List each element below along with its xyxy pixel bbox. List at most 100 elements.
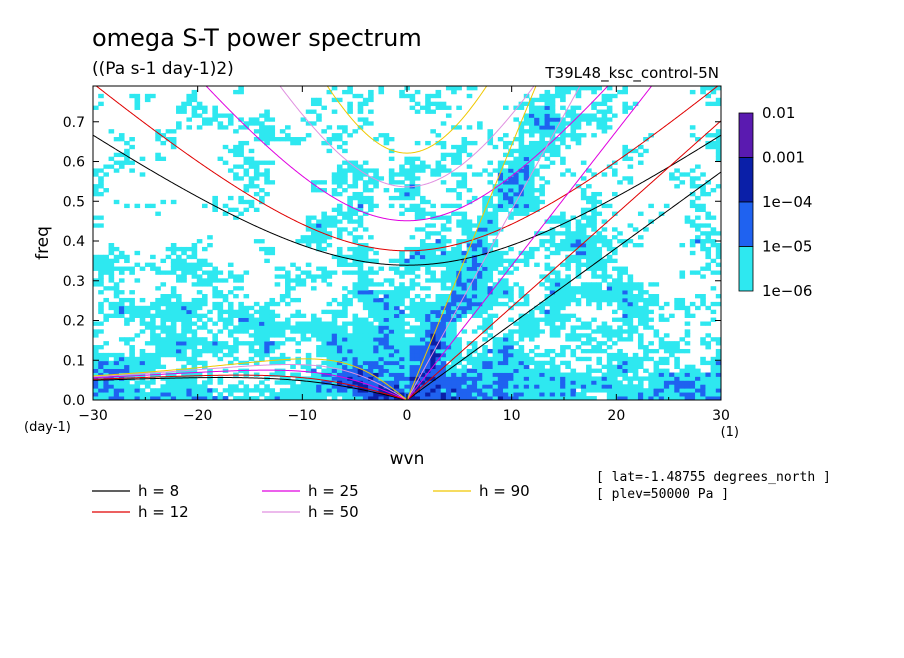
power-cell [186, 345, 193, 350]
power-cell [586, 262, 592, 267]
power-cell [321, 360, 327, 366]
power-cell [139, 348, 146, 354]
power-cell [487, 250, 494, 256]
power-cell [248, 203, 255, 209]
power-cell [497, 180, 504, 185]
power-cell [264, 133, 270, 138]
power-cell [653, 333, 660, 338]
power-cell [497, 345, 504, 350]
power-cell [404, 341, 410, 346]
power-cell [316, 388, 322, 393]
power-cell [430, 223, 436, 228]
power-cell [399, 341, 405, 346]
power-cell [492, 286, 499, 291]
power-cell [534, 380, 540, 385]
power-cell [627, 392, 634, 397]
power-cell [508, 140, 514, 146]
power-cell [435, 231, 442, 236]
power-cell [570, 86, 577, 91]
power-cell [565, 364, 571, 370]
power-cell [331, 180, 338, 185]
power-cell [445, 86, 452, 91]
power-cell [295, 341, 301, 346]
power-cell [170, 144, 177, 150]
power-cell [170, 294, 177, 299]
power-cell [497, 372, 504, 377]
power-cell [637, 152, 644, 158]
power-cell [700, 274, 706, 279]
power-cell [409, 246, 416, 252]
power-cell [150, 356, 156, 362]
power-cell [150, 254, 156, 260]
power-cell [435, 89, 442, 95]
power-cell [399, 258, 405, 264]
power-cell [310, 121, 317, 126]
power-cell [378, 333, 385, 338]
power-cell [191, 282, 198, 287]
power-cell [715, 396, 721, 400]
power-cell [461, 227, 468, 232]
power-cell [523, 317, 530, 322]
power-cell [321, 239, 327, 244]
power-cell [508, 270, 514, 275]
power-cell [627, 282, 634, 287]
power-cell [575, 262, 582, 267]
power-cell [528, 329, 535, 334]
power-cell [565, 313, 571, 318]
power-cell [238, 211, 244, 216]
power-cell [150, 93, 156, 99]
power-cell [549, 305, 556, 311]
power-cell [684, 321, 691, 326]
power-cell [445, 105, 452, 110]
power-cell [186, 97, 193, 103]
power-cell [430, 250, 436, 256]
power-cell [518, 133, 525, 138]
power-cell [342, 180, 348, 185]
power-cell [539, 117, 545, 122]
power-cell [471, 380, 478, 385]
power-cell [653, 392, 660, 397]
power-cell [596, 274, 603, 279]
power-cell [528, 113, 535, 118]
power-cell [482, 278, 488, 283]
power-cell [170, 325, 177, 330]
power-cell [565, 337, 571, 342]
power-cell [378, 89, 385, 95]
power-cell [305, 396, 312, 400]
power-cell [658, 368, 665, 373]
power-cell [124, 148, 130, 154]
power-cell [383, 329, 390, 334]
power-cell [243, 388, 250, 393]
power-cell [591, 215, 597, 220]
power-cell [352, 317, 359, 322]
power-cell [508, 388, 514, 393]
power-cell [362, 384, 369, 389]
power-cell [674, 341, 680, 346]
power-cell [534, 203, 540, 209]
power-cell [144, 352, 151, 358]
power-cell [575, 376, 582, 381]
power-cell [238, 305, 244, 311]
power-cell [196, 392, 203, 397]
power-cell [186, 117, 193, 122]
power-cell [207, 262, 213, 267]
power-cell [181, 301, 187, 307]
power-cell [342, 140, 348, 146]
power-cell [347, 89, 353, 95]
power-cell [98, 345, 104, 350]
power-cell [627, 368, 634, 373]
y-tick-label: 0.6 [63, 155, 85, 171]
power-cell [414, 305, 421, 311]
power-cell [534, 117, 540, 122]
power-cell [368, 278, 374, 283]
power-cell [528, 388, 535, 393]
power-cell [435, 215, 442, 220]
power-cell [612, 250, 618, 256]
power-cell [103, 270, 109, 275]
power-cell [549, 384, 556, 389]
power-cell [113, 392, 120, 397]
power-cell [700, 337, 706, 342]
power-cell [342, 286, 348, 291]
power-cell [207, 282, 213, 287]
power-cell [331, 188, 338, 193]
